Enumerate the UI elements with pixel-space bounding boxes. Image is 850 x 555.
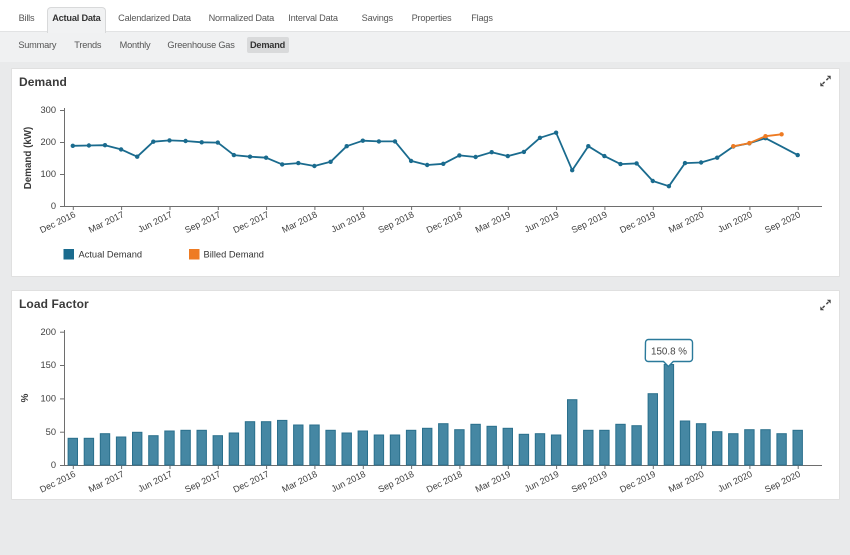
svg-text:Dec 2018: Dec 2018: [425, 209, 464, 235]
svg-text:Sep 2017: Sep 2017: [183, 209, 222, 235]
svg-text:0: 0: [51, 460, 56, 470]
svg-text:Dec 2018: Dec 2018: [425, 469, 464, 495]
svg-text:Dec 2017: Dec 2017: [231, 469, 270, 495]
svg-text:Mar 2020: Mar 2020: [667, 469, 706, 495]
svg-text:Jun 2019: Jun 2019: [523, 469, 561, 494]
svg-text:Sep 2018: Sep 2018: [376, 209, 415, 235]
svg-text:300: 300: [40, 105, 56, 115]
svg-text:Mar 2019: Mar 2019: [474, 469, 513, 495]
svg-text:50: 50: [46, 427, 56, 437]
svg-text:Mar 2018: Mar 2018: [280, 469, 319, 495]
svg-text:Jun 2017: Jun 2017: [136, 469, 174, 494]
svg-text:Billed Demand: Billed Demand: [204, 250, 264, 260]
svg-text:Sep 2018: Sep 2018: [376, 469, 415, 495]
svg-text:Mar 2017: Mar 2017: [87, 469, 126, 495]
svg-text:Actual Demand: Actual Demand: [79, 250, 143, 260]
svg-text:Demand (kW): Demand (kW): [23, 127, 34, 190]
svg-text:100: 100: [40, 169, 56, 179]
svg-text:Dec 2019: Dec 2019: [618, 209, 657, 235]
svg-text:Sep 2017: Sep 2017: [183, 469, 222, 495]
svg-text:Mar 2018: Mar 2018: [280, 209, 319, 235]
svg-text:Jun 2020: Jun 2020: [716, 469, 754, 494]
svg-text:100: 100: [40, 394, 56, 404]
svg-text:Dec 2019: Dec 2019: [618, 469, 657, 495]
svg-text:Sep 2019: Sep 2019: [570, 209, 609, 235]
svg-text:Sep 2020: Sep 2020: [763, 209, 802, 235]
svg-text:Mar 2019: Mar 2019: [474, 209, 513, 235]
svg-text:Sep 2019: Sep 2019: [570, 469, 609, 495]
svg-text:0: 0: [51, 201, 56, 211]
svg-text:Jun 2020: Jun 2020: [716, 209, 754, 234]
svg-text:Dec 2017: Dec 2017: [231, 209, 270, 235]
svg-text:Jun 2018: Jun 2018: [329, 469, 367, 494]
svg-text:Sep 2020: Sep 2020: [763, 469, 802, 495]
svg-text:Jun 2017: Jun 2017: [136, 209, 174, 234]
svg-text:Dec 2016: Dec 2016: [38, 469, 77, 495]
svg-text:150: 150: [40, 360, 56, 370]
svg-text:Mar 2017: Mar 2017: [87, 209, 126, 235]
svg-text:%: %: [20, 393, 31, 402]
svg-text:Dec 2016: Dec 2016: [38, 209, 77, 235]
svg-text:200: 200: [40, 137, 56, 147]
svg-text:Mar 2020: Mar 2020: [667, 209, 706, 235]
svg-text:150.8 %: 150.8 %: [651, 347, 687, 358]
svg-text:Jun 2019: Jun 2019: [523, 209, 561, 234]
svg-text:Jun 2018: Jun 2018: [329, 209, 367, 234]
svg-text:200: 200: [40, 327, 56, 337]
